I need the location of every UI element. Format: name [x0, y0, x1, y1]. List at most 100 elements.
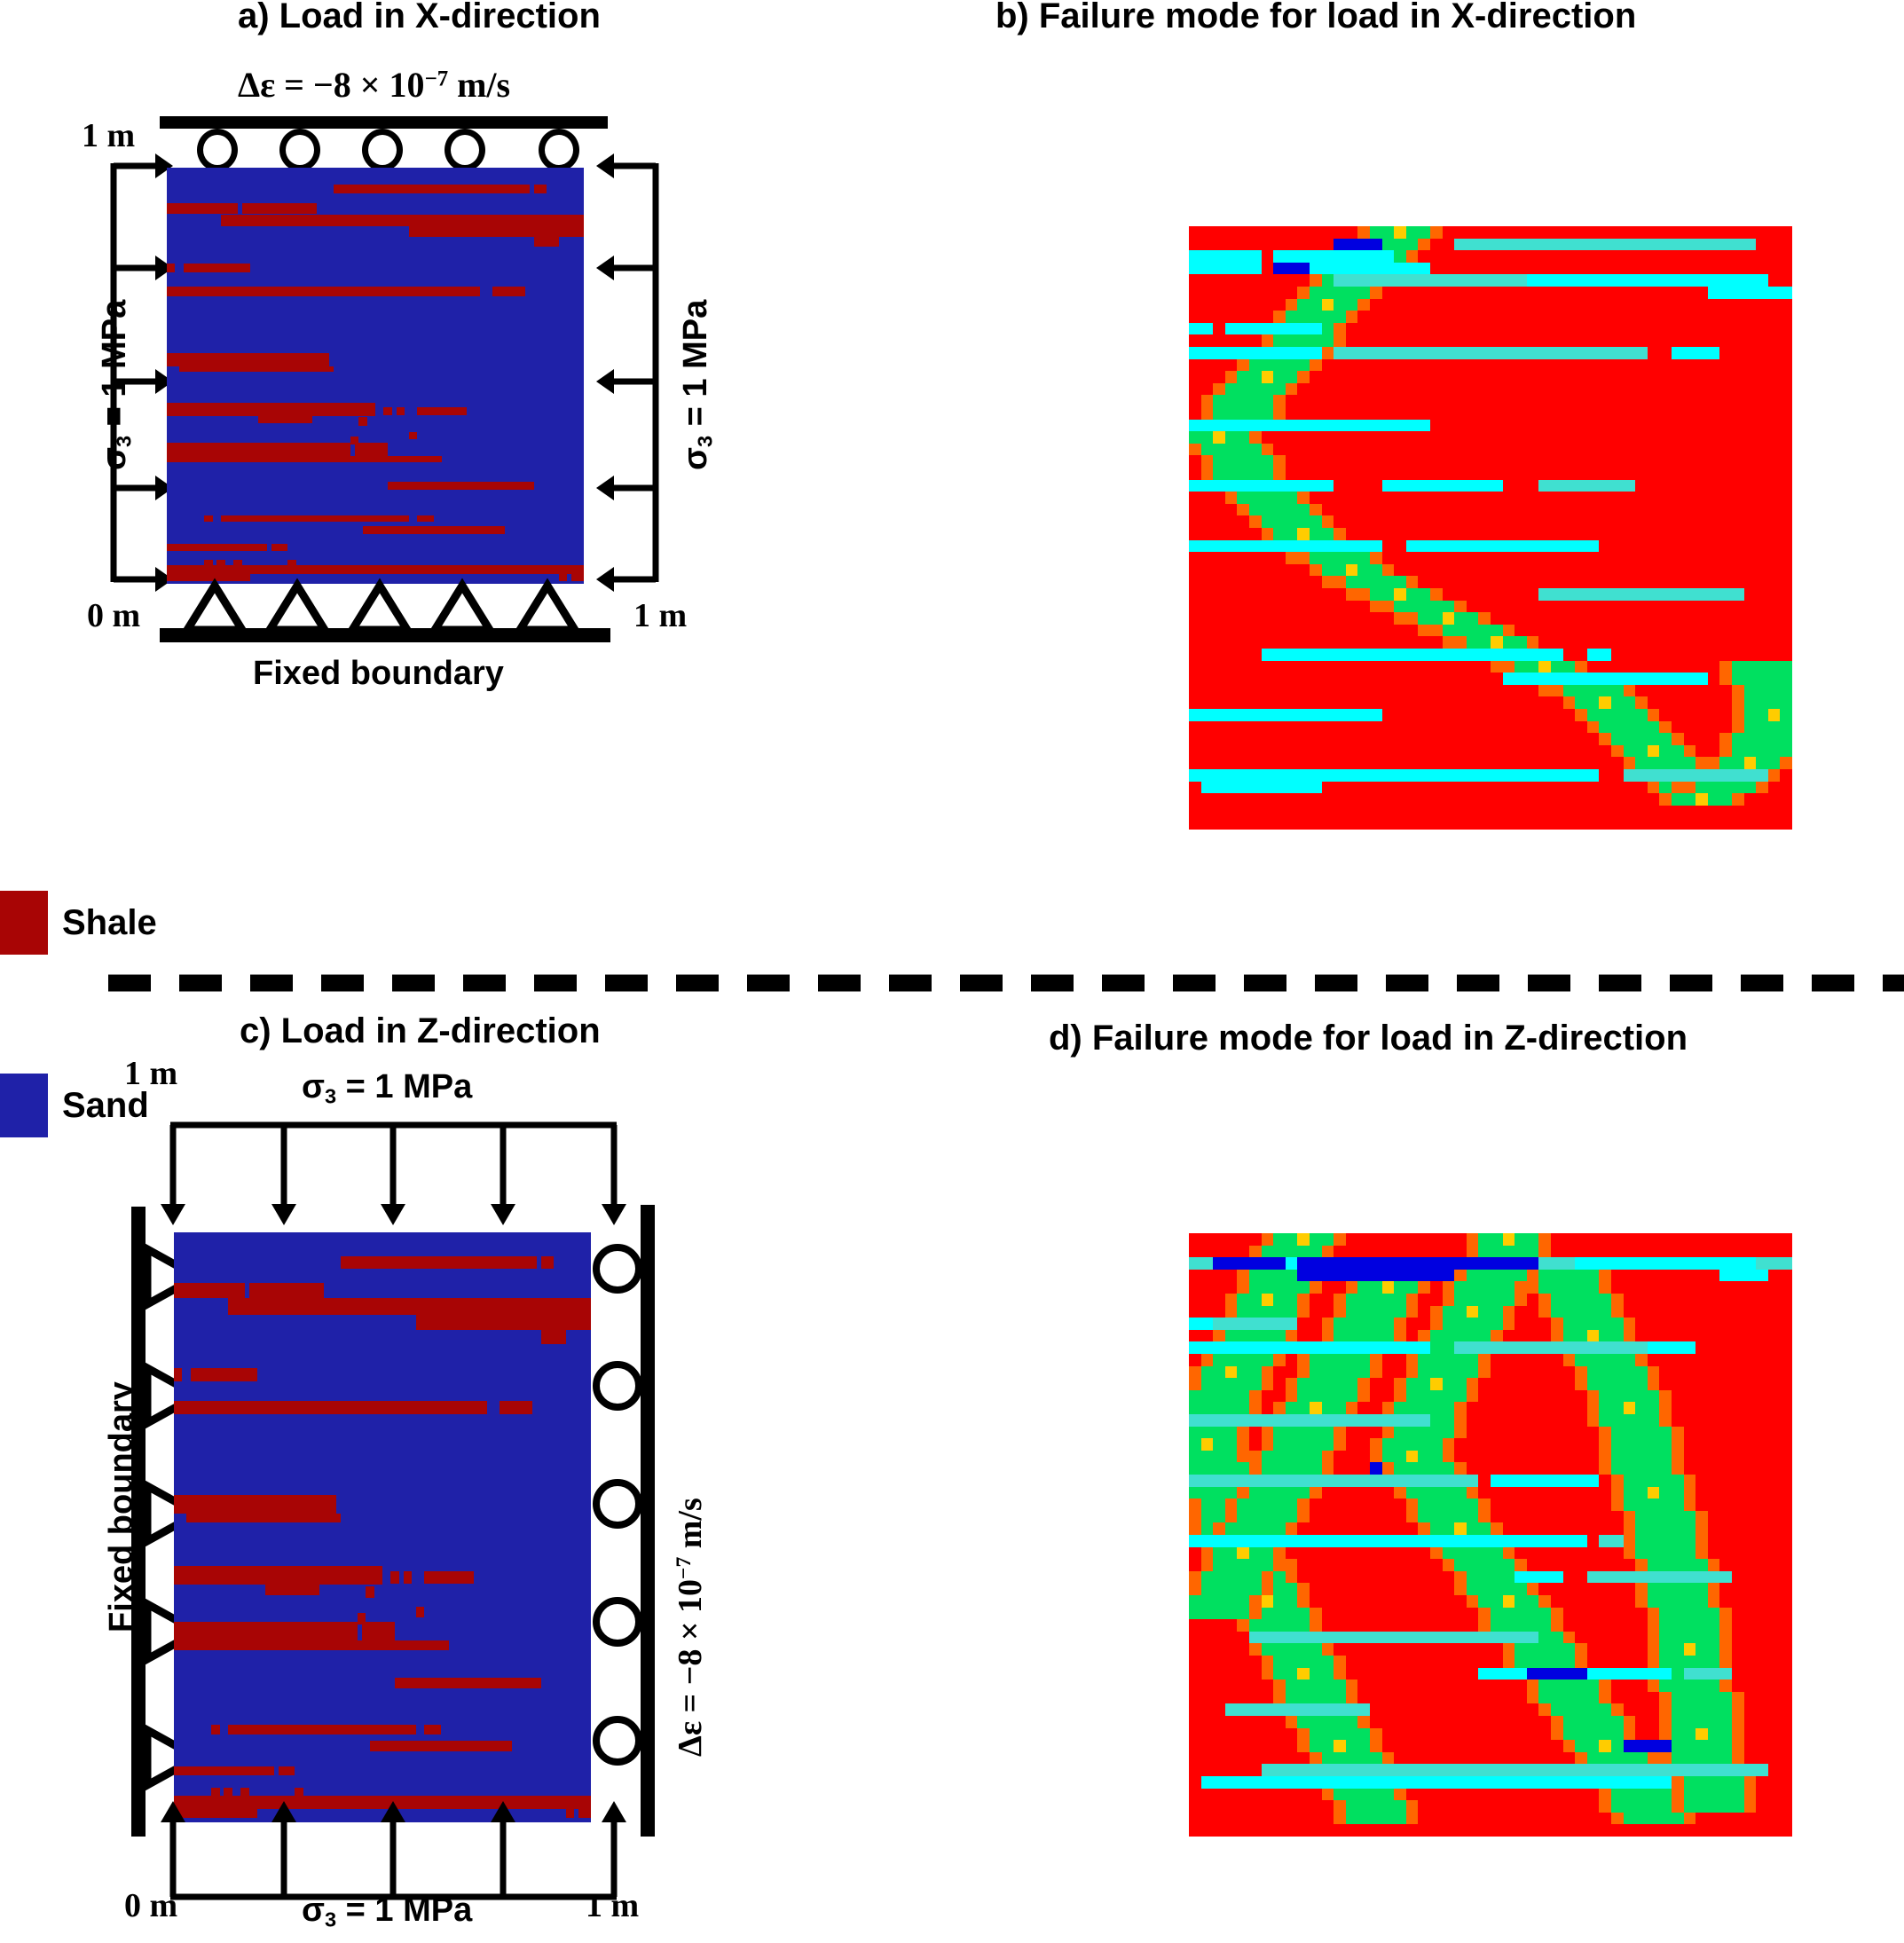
failure-shear-band-cell: [1357, 1378, 1370, 1390]
failure-shear-band-cell: [1743, 781, 1757, 794]
failure-shear-band-cell: [1672, 1583, 1684, 1595]
failure-shear-band-cell: [1659, 1389, 1672, 1403]
failure-shear-band-cell: [1237, 503, 1249, 516]
failure-shear-band-cell: [1683, 1643, 1696, 1656]
failure-shear-band-cell: [1249, 371, 1262, 383]
sigma-value: = 1 MPa: [336, 1068, 473, 1105]
failure-shear-band-cell: [1334, 1389, 1346, 1403]
failure-shear-band-cell: [1430, 1426, 1443, 1439]
failure-shear-band-cell: [1599, 1318, 1611, 1330]
failure-shear-band-cell: [1719, 781, 1732, 794]
failure-shear-band-cell: [1237, 1378, 1249, 1390]
failure-shear-band-cell: [1334, 1716, 1346, 1728]
failure-horizontal-band: [1189, 1414, 1430, 1427]
failure-shear-band-cell: [1683, 1559, 1696, 1571]
failure-shear-band-cell: [1562, 1716, 1576, 1728]
failure-shear-band-cell: [1623, 1812, 1636, 1825]
failure-shear-band-cell: [1672, 1535, 1684, 1547]
failure-shear-band-cell: [1442, 1450, 1455, 1463]
failure-shear-band-cell: [1538, 1595, 1551, 1608]
failure-shear-band-cell: [1672, 733, 1684, 745]
failure-shear-band-cell: [1466, 1233, 1479, 1246]
failure-shear-band-cell: [1334, 1294, 1346, 1306]
failure-shear-band-cell: [1345, 1305, 1358, 1318]
shale-band: [395, 1678, 433, 1689]
failure-shear-band-cell: [1285, 1233, 1298, 1246]
failure-shear-band-cell: [1273, 515, 1286, 528]
failure-shear-band-cell: [1394, 1378, 1406, 1390]
failure-shear-band-cell: [1538, 1631, 1551, 1644]
failure-shear-band-cell: [1672, 1800, 1684, 1813]
failure-shear-band-cell: [1611, 1414, 1624, 1427]
panel-a-right-stress-arrows: [596, 153, 659, 592]
failure-shear-band-cell: [1357, 588, 1370, 601]
failure-shear-band-cell: [1394, 1389, 1406, 1403]
failure-shear-band-cell: [1297, 1305, 1310, 1318]
failure-shear-band-cell: [1285, 1426, 1298, 1439]
shale-band: [432, 1678, 541, 1689]
failure-shear-band-cell: [1273, 1354, 1286, 1366]
shale-band: [250, 202, 318, 215]
failure-shear-band-cell: [1249, 1269, 1262, 1282]
failure-shear-band-cell: [1394, 1462, 1406, 1475]
failure-shear-band-cell: [1334, 1727, 1346, 1741]
failure-shear-band-cell: [1249, 468, 1262, 480]
failure-shear-band-cell: [1683, 1691, 1696, 1704]
failure-shear-band-cell: [1297, 1510, 1310, 1523]
failure-shear-band-cell: [1297, 1294, 1310, 1306]
failure-shear-band-cell: [1538, 1305, 1551, 1318]
failure-shear-band-cell: [1683, 1486, 1696, 1499]
failure-shear-band-cell: [1466, 1294, 1479, 1306]
failure-shear-band-cell: [1224, 492, 1238, 504]
shale-band: [408, 431, 417, 440]
failure-shear-band-cell: [1526, 1656, 1539, 1668]
failure-shear-band-cell: [1442, 1462, 1455, 1475]
failure-shear-band-cell: [1237, 1619, 1249, 1632]
shale-band: [258, 415, 313, 424]
shale-band: [167, 574, 250, 581]
failure-shear-band-cell: [1611, 1354, 1624, 1366]
failure-shear-band-cell: [1491, 660, 1503, 673]
failure-shear-band-cell: [1586, 1281, 1600, 1294]
failure-shear-band-cell: [1249, 503, 1262, 516]
failure-shear-band-cell: [1273, 382, 1286, 396]
failure-shear-band-cell: [1491, 1607, 1503, 1620]
failure-shear-band-cell: [1394, 1450, 1406, 1463]
shale-band: [415, 1315, 591, 1331]
failure-shear-band-cell: [1200, 1389, 1214, 1403]
failure-shear-band-cell: [1502, 1619, 1515, 1632]
failure-shear-band-cell: [1599, 720, 1611, 734]
failure-shear-band-cell: [1502, 1570, 1515, 1584]
failure-shear-band-cell: [1491, 636, 1503, 649]
failure-shear-band-cell: [1430, 1329, 1443, 1342]
failure-shear-band-cell: [1405, 1281, 1419, 1294]
failure-shear-band-cell: [1647, 1643, 1660, 1656]
failure-shear-band-cell: [1611, 1499, 1624, 1511]
failure-shear-band-cell: [1261, 1570, 1274, 1584]
failure-shear-band-cell: [1285, 1583, 1298, 1595]
shale-band: [179, 366, 334, 373]
failure-shear-band-cell: [1345, 1378, 1358, 1390]
failure-shear-band-cell: [1586, 1402, 1600, 1414]
failure-shear-band-cell: [1370, 563, 1382, 577]
failure-shear-band-cell: [1478, 1245, 1491, 1258]
failure-shear-band-cell: [1405, 1305, 1419, 1318]
failure-shear-band-cell: [1454, 624, 1467, 637]
failure-shear-band-cell: [1430, 1510, 1443, 1523]
failure-shear-band-cell: [1297, 1643, 1310, 1656]
failure-shear-band-cell: [1647, 1475, 1660, 1487]
failure-shear-band-cell: [1442, 1499, 1455, 1511]
failure-shear-band-cell: [1273, 1402, 1286, 1414]
failure-horizontal-band: [1515, 1570, 1563, 1584]
load-rate-exponent: −7: [673, 1556, 696, 1579]
failure-shear-band-cell: [1647, 744, 1660, 758]
failure-shear-band-cell: [1611, 720, 1624, 734]
failure-shear-band-cell: [1297, 1583, 1310, 1595]
failure-shear-band-cell: [1707, 1740, 1720, 1752]
failure-shear-band-cell: [1466, 1499, 1479, 1511]
failure-shear-band-cell: [1623, 1329, 1636, 1342]
failure-shear-band-cell: [1370, 1450, 1382, 1463]
failure-shear-band-cell: [1285, 311, 1298, 323]
failure-shear-band-cell: [1285, 1595, 1298, 1608]
failure-shear-band-cell: [1719, 1740, 1732, 1752]
